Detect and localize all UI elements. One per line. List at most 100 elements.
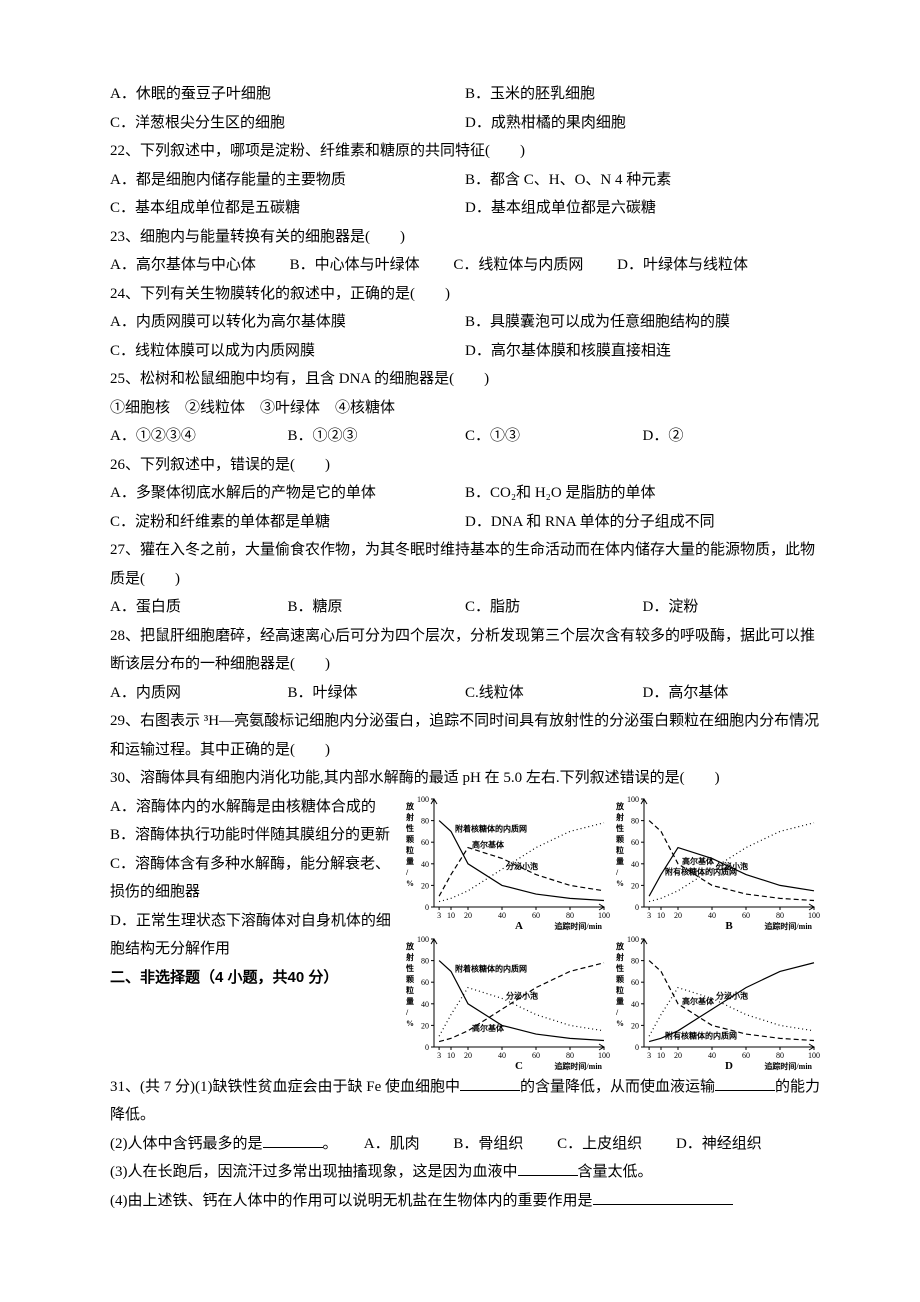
- q21-B: B．玉米的胚乳细胞: [465, 80, 820, 109]
- svg-text:20: 20: [464, 911, 472, 920]
- q31-4a: (4)由上述铁、钙在人体中的作用可以说明无机盐在生物体内的重要作用是: [110, 1193, 593, 1209]
- svg-text:100: 100: [417, 935, 429, 944]
- svg-text:0: 0: [635, 903, 639, 912]
- svg-text:80: 80: [776, 911, 784, 920]
- svg-text:20: 20: [421, 1021, 429, 1030]
- svg-text:颗: 颗: [406, 974, 414, 984]
- svg-text:60: 60: [532, 1051, 540, 1060]
- svg-text:放: 放: [615, 941, 625, 951]
- q31-2C: C．上皮组织: [557, 1136, 642, 1152]
- svg-text:追踪时间/min: 追踪时间/min: [764, 1061, 812, 1071]
- svg-text:分泌小泡: 分泌小泡: [506, 861, 538, 871]
- q31-3: (3)人在长跑后，因流汗过多常出现抽搐现象，这是因为血液中含量太低。: [110, 1158, 820, 1187]
- q21-C: C．洋葱根尖分生区的细胞: [110, 109, 465, 138]
- q23-opts: A．高尔基体与中心体 B．中心体与叶绿体 C．线粒体与内质网 D．叶绿体与线粒体: [110, 251, 820, 280]
- svg-text:D: D: [725, 1060, 733, 1072]
- q28-C: C.线粒体: [465, 679, 643, 708]
- svg-text:10: 10: [447, 911, 455, 920]
- q23-A: A．高尔基体与中心体: [110, 257, 256, 273]
- svg-text:40: 40: [498, 1051, 506, 1060]
- q25-list: ①细胞核 ②线粒体 ③叶绿体 ④核糖体: [110, 394, 820, 423]
- svg-text:20: 20: [631, 881, 639, 890]
- q27-B: B．糖原: [288, 593, 466, 622]
- q22-C: C．基本组成单位都是五碳糖: [110, 194, 465, 223]
- blank-1a: [460, 1075, 520, 1091]
- svg-text:0: 0: [425, 1043, 429, 1052]
- q25-D: D．②: [643, 422, 821, 451]
- svg-text:分泌小泡: 分泌小泡: [716, 861, 748, 871]
- q22-A: A．都是细胞内储存能量的主要物质: [110, 166, 465, 195]
- svg-text:20: 20: [674, 911, 682, 920]
- svg-text:放: 放: [405, 801, 415, 811]
- q26-A: A．多聚体彻底水解后的产物是它的单体: [110, 479, 465, 508]
- svg-text:100: 100: [598, 911, 610, 920]
- svg-text:/: /: [615, 1008, 619, 1017]
- svg-text:颗: 颗: [616, 974, 624, 984]
- svg-text:%: %: [616, 1019, 624, 1028]
- svg-text:性: 性: [616, 963, 624, 973]
- q23-C: C．线粒体与内质网: [453, 257, 583, 273]
- q28-stem: 28、把鼠肝细胞磨碎，经高速离心后可分为四个层次，分析发现第三个层次含有较多的呼…: [110, 622, 820, 679]
- svg-text:分泌小泡: 分泌小泡: [716, 990, 748, 1000]
- svg-text:附着核糖体的内质网: 附着核糖体的内质网: [455, 823, 527, 833]
- svg-text:追踪时间/min: 追踪时间/min: [764, 921, 812, 931]
- svg-text:%: %: [406, 1019, 414, 1028]
- svg-text:40: 40: [708, 1051, 716, 1060]
- svg-text:3: 3: [647, 911, 651, 920]
- svg-text:粒: 粒: [406, 845, 414, 855]
- svg-text:粒: 粒: [616, 985, 624, 995]
- q31-2: (2)人体中含钙最多的是。 A．肌肉 B．骨组织 C．上皮组织 D．神经组织: [110, 1130, 820, 1159]
- svg-text:C: C: [515, 1060, 523, 1072]
- svg-text:颗: 颗: [406, 834, 414, 844]
- svg-text:20: 20: [464, 1051, 472, 1060]
- svg-text:放: 放: [405, 941, 415, 951]
- svg-text:量: 量: [616, 996, 624, 1006]
- svg-text:量: 量: [406, 996, 414, 1006]
- q31-1b: 的含量降低，从而使血液运输: [520, 1079, 715, 1095]
- svg-text:100: 100: [627, 795, 639, 804]
- svg-text:3: 3: [437, 1051, 441, 1060]
- svg-text:高尔基体: 高尔基体: [472, 1022, 505, 1032]
- q22-row1: A．都是细胞内储存能量的主要物质 B．都含 C、H、O、N 4 种元素: [110, 166, 820, 195]
- svg-text:B: B: [725, 920, 733, 932]
- q26-D: D．DNA 和 RNA 单体的分子组成不同: [465, 508, 820, 537]
- svg-text:高尔基体: 高尔基体: [472, 839, 505, 849]
- q28-D: D．高尔基体: [643, 679, 821, 708]
- q21-D: D．成熟柑橘的果肉细胞: [465, 109, 820, 138]
- svg-text:20: 20: [631, 1021, 639, 1030]
- blank-3: [518, 1160, 578, 1176]
- svg-text:量: 量: [616, 856, 624, 866]
- q22-row2: C．基本组成单位都是五碳糖 D．基本组成单位都是六碳糖: [110, 194, 820, 223]
- svg-text:60: 60: [532, 911, 540, 920]
- svg-text:80: 80: [631, 956, 639, 965]
- svg-text:100: 100: [808, 911, 820, 920]
- q31-3a: (3)人在长跑后，因流汗过多常出现抽搐现象，这是因为血液中: [110, 1164, 518, 1180]
- svg-text:/: /: [405, 1008, 409, 1017]
- q22-D: D．基本组成单位都是六碳糖: [465, 194, 820, 223]
- svg-text:分泌小泡: 分泌小泡: [506, 990, 538, 1000]
- svg-text:性: 性: [406, 963, 414, 973]
- blank-2: [263, 1132, 323, 1148]
- svg-text:A: A: [515, 920, 523, 932]
- svg-text:40: 40: [421, 859, 429, 868]
- svg-text:10: 10: [657, 911, 665, 920]
- svg-text:射: 射: [615, 812, 624, 822]
- q27-stem: 27、獾在入冬之前，大量偷食农作物，为其冬眠时维持基本的生命活动而在体内储存大量…: [110, 536, 820, 593]
- svg-text:粒: 粒: [406, 985, 414, 995]
- q27-C: C．脂肪: [465, 593, 643, 622]
- q24-D: D．高尔基体膜和核膜直接相连: [465, 337, 820, 366]
- q24-A: A．内质网膜可以转化为高尔基体膜: [110, 308, 465, 337]
- svg-text:40: 40: [631, 859, 639, 868]
- q24-row1: A．内质网膜可以转化为高尔基体膜 B．具膜囊泡可以成为任意细胞结构的膜: [110, 308, 820, 337]
- q25-A: A．①②③④: [110, 422, 288, 451]
- q31-2B: B．骨组织: [453, 1136, 523, 1152]
- q22-B: B．都含 C、H、O、N 4 种元素: [465, 166, 820, 195]
- svg-text:80: 80: [776, 1051, 784, 1060]
- svg-text:追踪时间/min: 追踪时间/min: [554, 921, 602, 931]
- svg-text:0: 0: [425, 903, 429, 912]
- q31-1a: 31、(共 7 分)(1)缺铁性贫血症会由于缺 Fe 使血细胞中: [110, 1079, 460, 1095]
- q21-A: A．休眠的蚕豆子叶细胞: [110, 80, 465, 109]
- svg-text:60: 60: [631, 978, 639, 987]
- q23-stem: 23、细胞内与能量转换有关的细胞器是( ): [110, 223, 820, 252]
- q28-A: A．内质网: [110, 679, 288, 708]
